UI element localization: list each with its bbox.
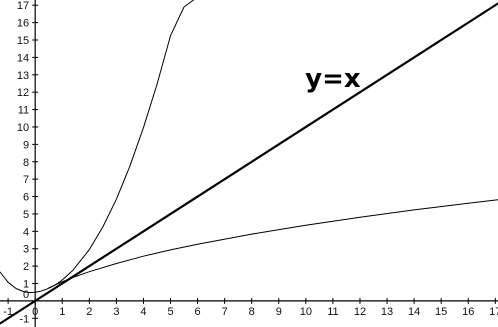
y-tick-label: 13 [17, 70, 29, 82]
tick-labels: -101234567891011121314151617-11234567891… [3, 0, 498, 325]
x-tick-label: 3 [113, 306, 119, 318]
y-tick-label: 5 [23, 209, 29, 221]
x-tick-label: 15 [435, 306, 447, 318]
y-tick-label: 17 [17, 0, 29, 12]
y-tick-label: 7 [23, 174, 29, 186]
y-tick-label: 1 [23, 279, 29, 291]
x-tick-label: -1 [3, 306, 13, 318]
y-tick-label: 4 [23, 226, 29, 238]
x-tick-label: 14 [408, 306, 420, 318]
x-tick-label: 10 [300, 306, 312, 318]
x-tick-label: 1 [59, 306, 65, 318]
x-tick-label: 13 [381, 306, 393, 318]
x-tick-label: 11 [327, 306, 338, 318]
annotations: y=x [305, 64, 361, 94]
y-tick-label: 11 [18, 105, 29, 117]
x-tick-label: 17 [489, 306, 498, 318]
x-tick-label: 6 [195, 306, 201, 318]
y-tick-label: 14 [17, 52, 29, 64]
annotation-label: y=x [305, 64, 361, 94]
x-tick-label: 7 [222, 306, 228, 318]
y-tick-label: 10 [17, 122, 29, 134]
x-tick-label: 0 [32, 306, 38, 318]
x-tick-label: 8 [249, 306, 255, 318]
tick-marks [7, 4, 496, 319]
series-line-1 [0, 0, 194, 294]
x-tick-label: 4 [140, 306, 146, 318]
x-tick-label: 5 [167, 306, 173, 318]
y-tick-label: 15 [17, 35, 29, 47]
x-tick-label: 2 [86, 306, 92, 318]
y-tick-label: 12 [17, 87, 29, 99]
y-tick-label: 6 [23, 192, 29, 204]
x-tick-label: 12 [354, 306, 366, 318]
y-tick-label: 9 [23, 139, 29, 151]
series-line-3 [48, 199, 498, 289]
y-zero-label: 0 [23, 289, 29, 301]
x-tick-label: 9 [276, 306, 282, 318]
y-tick-label: 3 [23, 244, 29, 256]
y-tick-label: 16 [17, 18, 29, 30]
y-tick-label: 8 [23, 157, 29, 169]
x-tick-label: 16 [462, 306, 474, 318]
y-tick-label: -1 [19, 313, 29, 325]
y-tick-label: 2 [23, 261, 29, 273]
